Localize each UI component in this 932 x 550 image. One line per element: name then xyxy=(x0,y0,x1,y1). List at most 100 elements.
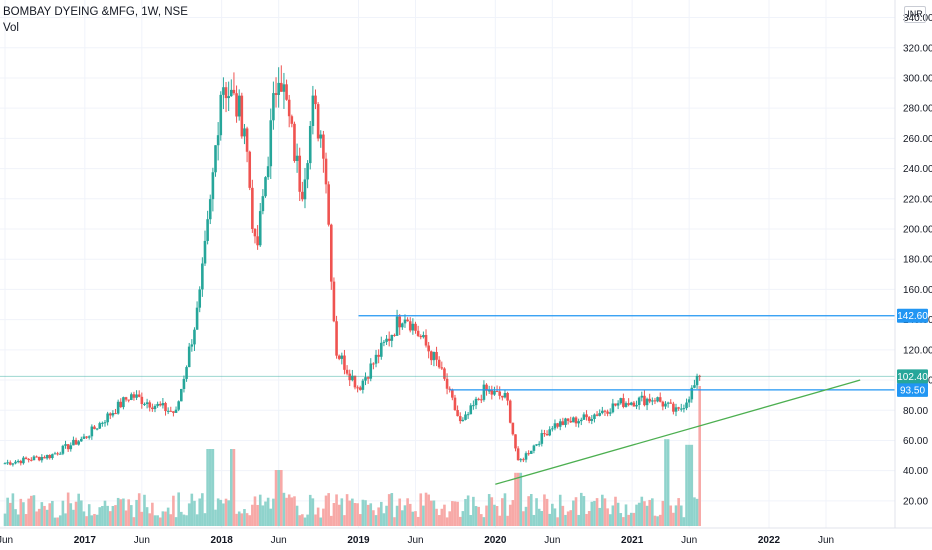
volume-bar xyxy=(332,503,336,526)
volume-bar xyxy=(477,506,480,526)
volume-bar xyxy=(629,512,633,526)
volume-bar xyxy=(461,511,465,526)
volume-bar xyxy=(311,498,315,526)
candle-body xyxy=(543,433,546,435)
time-tick-label: Jun xyxy=(818,535,834,546)
volume-bar xyxy=(143,494,146,526)
volume-bar xyxy=(427,494,430,526)
volume-bar xyxy=(66,492,70,526)
volume-bar xyxy=(308,494,312,526)
candle-body xyxy=(503,393,507,398)
volume-bar xyxy=(666,439,670,526)
volume-bar xyxy=(627,514,630,526)
candle-body xyxy=(429,351,433,361)
candle-body xyxy=(174,409,178,413)
volume-bar xyxy=(401,510,404,526)
volume-bar xyxy=(548,513,552,526)
volume-bar xyxy=(272,498,275,526)
price-axis[interactable]: 20.0040.0060.0080.00100.00120.00140.0016… xyxy=(903,13,932,507)
volume-bar xyxy=(256,504,259,526)
candle-body xyxy=(403,319,407,324)
price-tick-label: 340.00 xyxy=(903,13,932,24)
volume-bar xyxy=(208,449,212,526)
candle-body xyxy=(490,390,494,395)
symbol-title[interactable]: BOMBAY DYEING &MFG, 1W, NSE xyxy=(3,6,188,18)
candle-body xyxy=(137,394,141,397)
price-tick-label: 180.00 xyxy=(903,255,932,266)
candle-body xyxy=(80,438,83,442)
candle-body xyxy=(677,407,680,409)
candle-body xyxy=(661,401,665,407)
volume-bar xyxy=(95,514,99,526)
candle-body xyxy=(353,375,357,388)
candle-body xyxy=(106,413,109,423)
volume-bar xyxy=(511,500,515,526)
volume-bar xyxy=(251,504,254,526)
candle-body xyxy=(177,401,180,410)
candle-body xyxy=(385,338,388,342)
candle-body xyxy=(343,355,346,370)
volume-bar xyxy=(532,514,536,526)
volume-bar xyxy=(606,508,609,526)
volume-bar xyxy=(529,493,533,526)
volume-bar xyxy=(406,498,409,526)
price-tags: 142.60 93.50 102.40 xyxy=(897,308,928,397)
price-tick-label: 220.00 xyxy=(903,194,932,205)
candle-body xyxy=(569,420,573,423)
candle-body xyxy=(269,120,273,167)
candle-body xyxy=(208,199,212,220)
candle-body xyxy=(111,413,115,416)
volume-bar xyxy=(237,511,241,526)
candle-body xyxy=(553,423,557,429)
volume-bar xyxy=(451,501,454,526)
candle-body xyxy=(387,338,391,341)
volume-bar xyxy=(116,497,120,526)
volume-bar xyxy=(22,502,25,526)
candle-body xyxy=(266,166,270,178)
candle-body xyxy=(251,187,254,229)
currency-badge[interactable]: INR xyxy=(904,6,926,23)
volume-bar xyxy=(301,514,304,526)
volume-bar xyxy=(303,517,307,526)
volume-bar xyxy=(298,515,302,526)
candle-body xyxy=(56,453,59,455)
candle-body xyxy=(301,191,304,200)
volume-bar xyxy=(358,514,362,526)
volume-bar xyxy=(106,505,109,526)
volume-bar xyxy=(64,513,67,526)
candle-body xyxy=(27,459,30,461)
volume-legend[interactable]: Vol xyxy=(3,22,19,34)
volume-bar xyxy=(556,517,559,526)
candle-body xyxy=(122,397,125,408)
candle-body xyxy=(3,463,7,465)
volume-bar xyxy=(240,513,244,526)
volume-bar xyxy=(93,513,96,526)
volume-bar xyxy=(587,510,591,526)
candle-body xyxy=(74,439,78,445)
candle-body xyxy=(272,93,275,121)
volume-bar xyxy=(437,515,441,526)
candle-body xyxy=(222,87,225,95)
volume-bar xyxy=(624,504,628,526)
volume-bar xyxy=(429,500,433,526)
volume-bar xyxy=(643,501,646,526)
candle-body xyxy=(135,394,138,398)
candle-body xyxy=(406,319,409,322)
volume-bar xyxy=(187,503,191,526)
time-axis[interactable]: Jun 2017 Jun 2018 Jun 2019 Jun 2020 Jun 2021 Jun 20… xyxy=(0,535,834,546)
candle-body xyxy=(551,428,554,430)
price-tick-label: 280.00 xyxy=(903,104,932,115)
volume-bar xyxy=(403,505,407,526)
volume-bar xyxy=(103,500,107,526)
last-price-tag-label: 102.40 xyxy=(897,372,928,383)
volume-bar xyxy=(422,505,425,526)
volume-bar xyxy=(698,386,701,526)
volume-bar xyxy=(569,510,573,526)
volume-bar xyxy=(77,493,80,526)
candle-body xyxy=(540,433,544,444)
candle-body xyxy=(224,87,228,99)
candle-body xyxy=(624,403,628,407)
time-tick-label: Jun xyxy=(407,535,423,546)
candle-body xyxy=(8,462,12,465)
